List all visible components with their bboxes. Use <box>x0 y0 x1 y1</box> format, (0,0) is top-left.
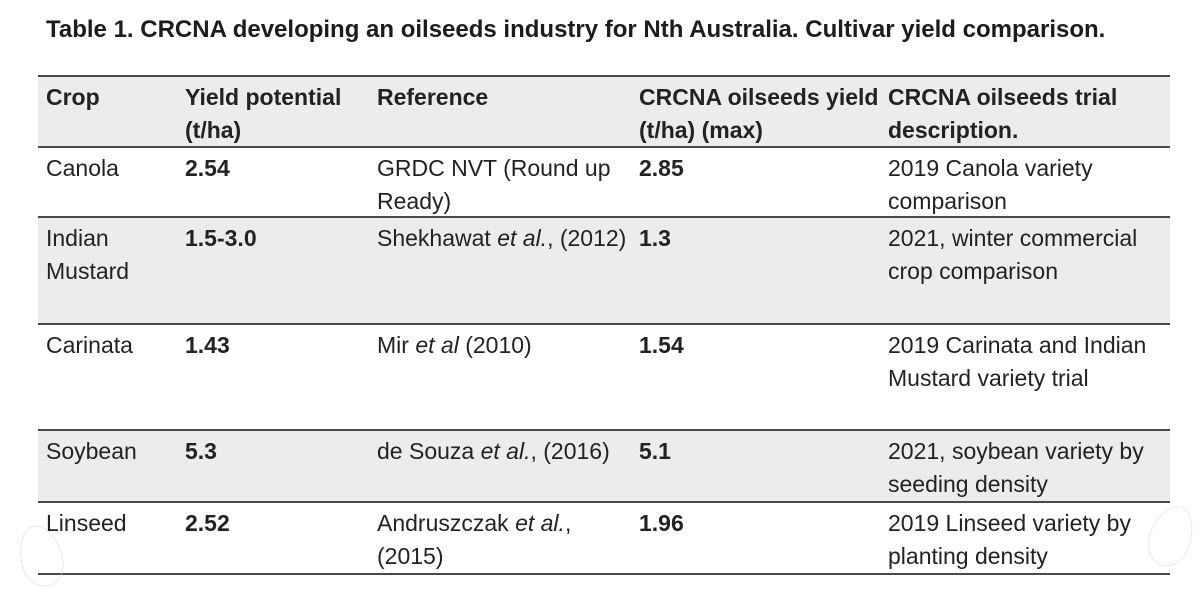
yield-comparison-table: Crop Yield potential (t/ha) Reference CR… <box>38 75 1170 575</box>
cell-crcna-yield: 1.54 <box>639 332 684 358</box>
cell-crop: Carinata <box>46 332 133 358</box>
table-row-linseed: Linseed 2.52 Andruszczak et al., (2015) … <box>38 503 1170 575</box>
reference-year: (2010) <box>458 332 532 358</box>
cell-description: 2019 Carinata and Indian Mustard variety… <box>888 332 1147 391</box>
cell-yield-potential: 1.5-3.0 <box>185 225 257 251</box>
table-row-carinata: Carinata 1.43 Mir et al (2010) 1.54 2019… <box>38 325 1170 431</box>
reference-text: Shekhawat <box>377 225 498 251</box>
cell-crop: Soybean <box>46 438 137 464</box>
cell-crcna-yield: 1.96 <box>639 510 684 536</box>
reference-et-al: et al. <box>497 225 548 251</box>
table-row-indian-mustard: Indian Mustard 1.5-3.0 Shekhawat et al.,… <box>38 218 1170 325</box>
cell-description: 2021, winter commercial crop comparison <box>888 225 1138 284</box>
reference-et-al: et al. <box>480 438 531 464</box>
cell-reference: de Souza et al., (2016) <box>369 431 631 501</box>
reference-text: Mir <box>377 332 416 358</box>
reference-text: de Souza <box>377 438 481 464</box>
cell-reference: GRDC NVT (Round up Ready) <box>369 148 631 216</box>
cell-reference: Andruszczak et al., (2015) <box>369 503 631 573</box>
reference-et-al: et al. <box>515 510 565 536</box>
reference-text: GRDC NVT (Round up Ready) <box>377 155 611 214</box>
cell-crop: Indian Mustard <box>46 225 130 284</box>
header-crop: Crop <box>46 84 100 110</box>
header-reference: Reference <box>377 84 489 110</box>
table-header-row: Crop Yield potential (t/ha) Reference CR… <box>38 75 1170 148</box>
cell-description: 2021, soybean variety by seeding density <box>888 438 1144 497</box>
cell-yield-potential: 1.43 <box>185 332 230 358</box>
table-row-soybean: Soybean 5.3 de Souza et al., (2016) 5.1 … <box>38 431 1170 503</box>
cell-yield-potential: 5.3 <box>185 438 217 464</box>
cell-crop: Canola <box>46 155 119 181</box>
cell-crop: Linseed <box>46 510 127 536</box>
cell-yield-potential: 2.54 <box>185 155 230 181</box>
reference-year: , (2016) <box>530 438 610 464</box>
reference-year: , (2015) <box>377 510 572 569</box>
cell-reference: Shekhawat et al., (2012) <box>369 218 631 323</box>
header-crcna-yield: CRCNA oilseeds yield (t/ha) (max) <box>639 84 879 143</box>
reference-year: , (2012) <box>547 225 627 251</box>
reference-et-al: et al <box>415 332 459 358</box>
cell-yield-potential: 2.52 <box>185 510 230 536</box>
cell-crcna-yield: 1.3 <box>639 225 671 251</box>
header-yield-potential: Yield potential (t/ha) <box>185 84 342 143</box>
header-crcna-description: CRCNA oilseeds trial description. <box>888 84 1118 143</box>
cell-crcna-yield: 2.85 <box>639 155 684 181</box>
cell-reference: Mir et al (2010) <box>369 325 631 429</box>
table-row-canola: Canola 2.54 GRDC NVT (Round up Ready) 2.… <box>38 148 1170 218</box>
cell-description: 2019 Linseed variety by planting density <box>888 510 1131 569</box>
reference-text: Andruszczak <box>377 510 516 536</box>
cell-crcna-yield: 5.1 <box>639 438 671 464</box>
cell-description: 2019 Canola variety comparison <box>888 155 1093 214</box>
table-caption: Table 1. CRCNA developing an oilseeds in… <box>46 16 1106 43</box>
